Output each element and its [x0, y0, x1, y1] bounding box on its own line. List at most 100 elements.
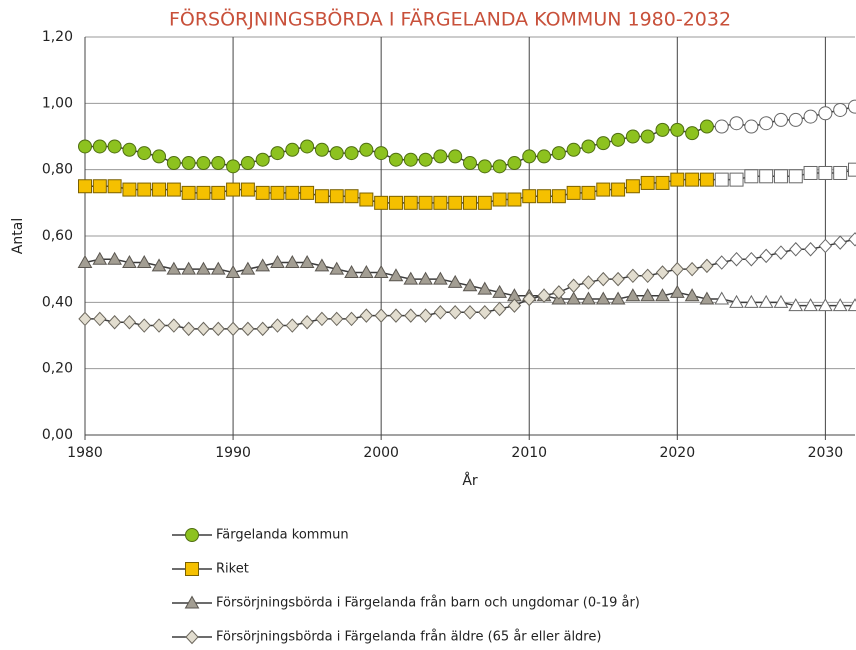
marker — [196, 185, 211, 200]
marker — [107, 314, 122, 330]
chart-title: FÖRSÖRJNINGSBÖRDA I FÄRGELANDA KOMMUN 19… — [169, 8, 731, 31]
marker — [107, 139, 122, 154]
marker — [655, 122, 670, 137]
marker — [477, 159, 492, 174]
marker — [833, 102, 848, 117]
marker — [300, 139, 315, 154]
marker — [181, 156, 196, 171]
marker — [403, 195, 418, 210]
marker — [226, 182, 241, 197]
marker — [240, 182, 255, 197]
marker — [211, 321, 225, 337]
marker — [330, 311, 344, 327]
marker — [77, 255, 93, 269]
marker — [729, 116, 744, 131]
marker — [581, 185, 596, 200]
marker — [669, 284, 685, 298]
marker — [122, 182, 137, 197]
marker — [137, 318, 151, 333]
marker — [285, 142, 300, 157]
marker — [552, 285, 566, 300]
y-tick-label: 0,20 — [42, 361, 73, 377]
marker — [759, 116, 774, 131]
marker — [152, 318, 166, 333]
marker — [344, 311, 359, 327]
marker — [818, 238, 833, 254]
marker — [833, 165, 848, 180]
marker — [184, 595, 200, 609]
marker — [670, 261, 684, 277]
marker — [655, 175, 670, 190]
marker — [848, 232, 856, 247]
marker — [803, 109, 818, 124]
marker — [433, 149, 448, 164]
marker — [625, 288, 641, 302]
legend-label: Försörjningsbörda i Färgelanda från barn… — [216, 596, 640, 611]
marker — [240, 261, 256, 275]
marker — [196, 261, 211, 275]
marker — [773, 294, 789, 308]
legend-label: Färgelanda kommun — [216, 528, 349, 543]
marker — [818, 298, 833, 312]
marker — [596, 182, 611, 197]
marker — [729, 294, 744, 308]
y-tick-label: 1,00 — [42, 95, 73, 111]
marker — [685, 172, 700, 187]
marker — [256, 321, 270, 337]
marker — [181, 185, 196, 200]
marker — [729, 172, 744, 187]
marker — [388, 152, 403, 167]
marker — [700, 258, 714, 274]
marker — [358, 264, 374, 278]
marker — [92, 179, 107, 194]
marker — [655, 265, 670, 280]
marker — [255, 258, 271, 272]
marker — [78, 179, 92, 194]
marker — [492, 192, 507, 207]
marker — [848, 99, 856, 114]
marker — [185, 562, 199, 576]
marker — [551, 189, 566, 204]
marker — [418, 308, 433, 323]
marker — [640, 288, 656, 302]
x-axis-label: År — [462, 472, 478, 489]
marker — [744, 119, 759, 134]
marker — [715, 255, 729, 270]
marker — [403, 271, 419, 285]
marker — [744, 169, 759, 184]
marker — [418, 271, 433, 285]
marker — [788, 112, 803, 127]
marker — [92, 139, 107, 154]
marker — [714, 119, 729, 134]
marker — [448, 149, 463, 164]
marker — [611, 132, 626, 147]
marker — [832, 298, 848, 312]
marker — [107, 251, 122, 265]
marker — [300, 185, 315, 200]
marker — [522, 291, 536, 307]
marker — [566, 278, 581, 293]
marker — [78, 311, 92, 327]
marker — [374, 195, 389, 210]
marker — [255, 152, 270, 167]
marker — [699, 291, 715, 305]
marker — [300, 314, 314, 330]
marker — [373, 264, 389, 278]
marker — [685, 126, 700, 141]
marker — [507, 156, 522, 171]
marker — [729, 251, 744, 267]
marker — [507, 298, 522, 313]
marker — [744, 251, 759, 267]
marker — [136, 255, 152, 269]
marker — [833, 235, 847, 250]
marker — [225, 264, 241, 278]
marker — [167, 318, 181, 333]
marker — [211, 156, 226, 171]
marker — [404, 308, 418, 323]
marker — [374, 308, 388, 323]
marker — [566, 142, 581, 157]
marker — [418, 152, 433, 167]
marker — [226, 321, 240, 337]
marker — [418, 195, 433, 210]
